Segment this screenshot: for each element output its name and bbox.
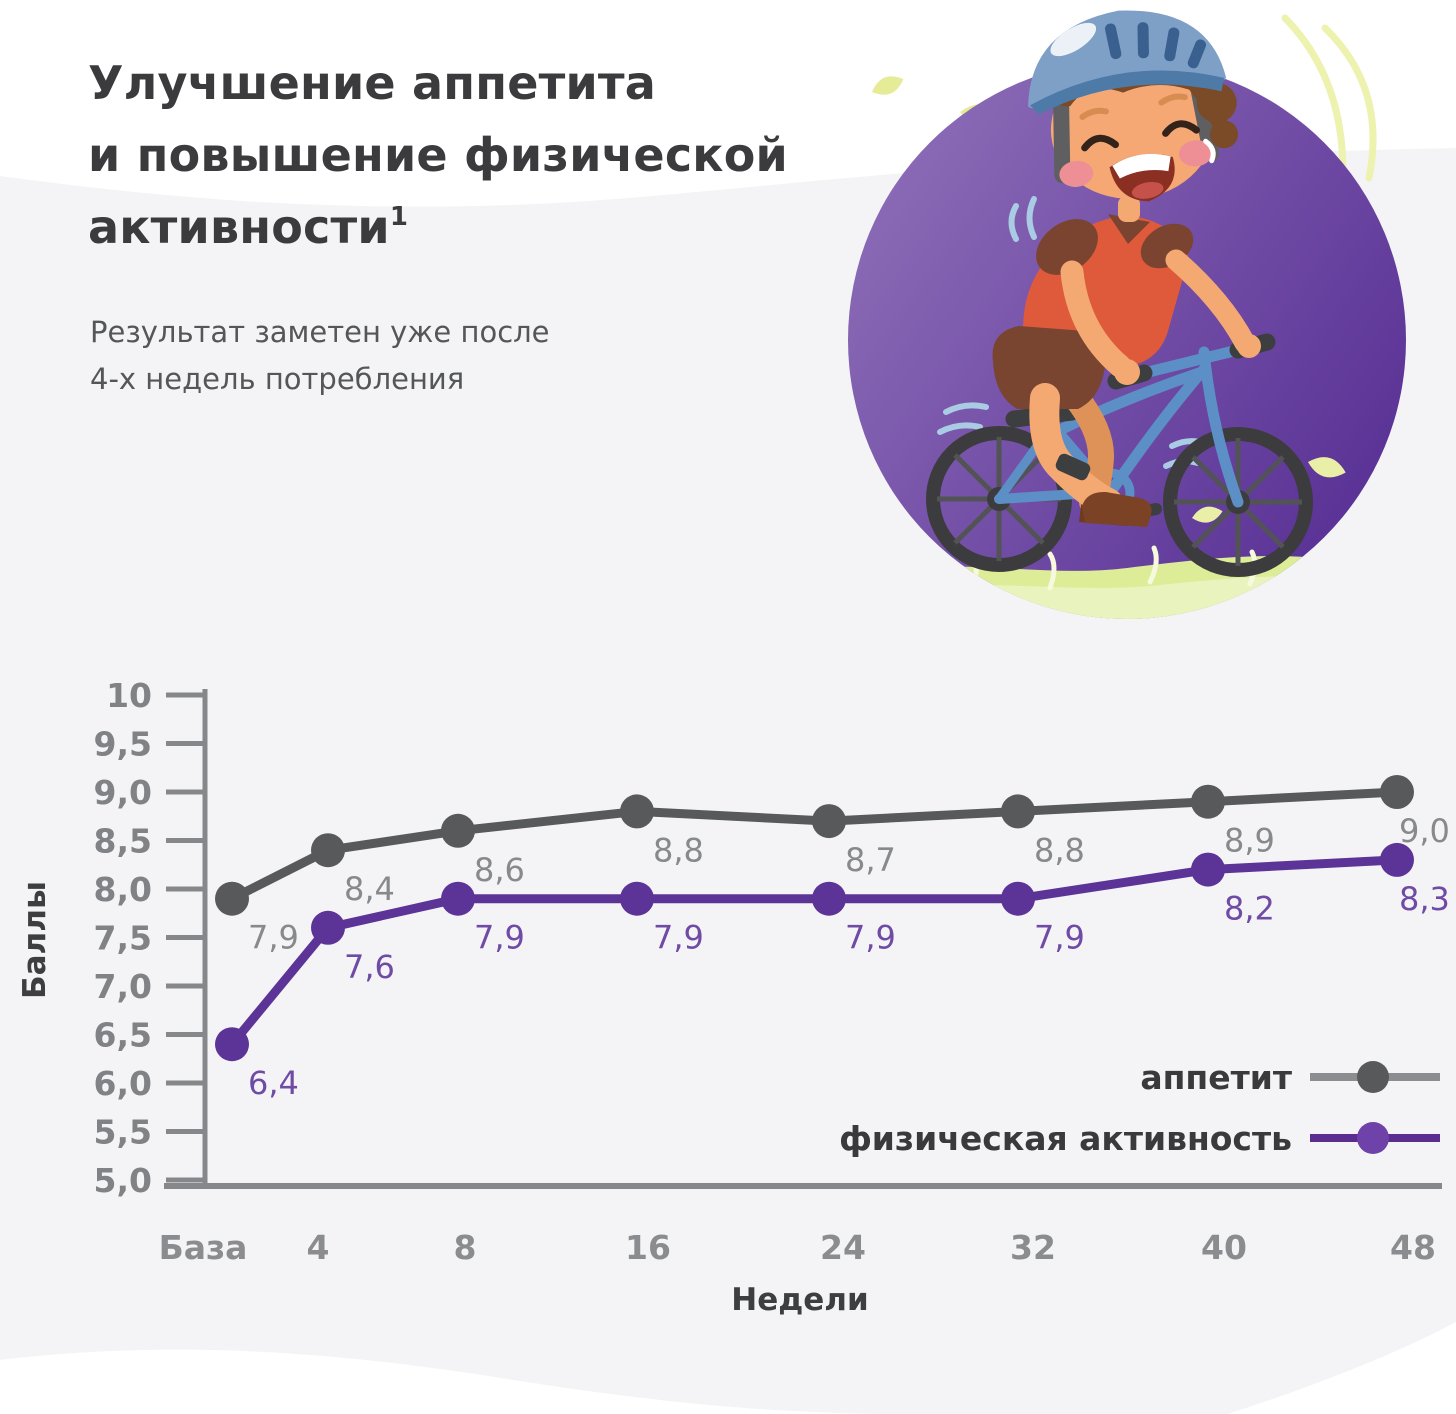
data-point-appetite xyxy=(1191,784,1225,819)
y-tick-label: 5,0 xyxy=(94,1161,152,1200)
x-tick-label: 32 xyxy=(1010,1228,1056,1267)
cheek-right xyxy=(1178,140,1213,167)
eyes xyxy=(1081,120,1200,152)
x-tick-label: 16 xyxy=(625,1228,671,1267)
y-tick-label: 7,0 xyxy=(94,967,152,1006)
y-axis-title: Баллы xyxy=(17,881,53,999)
value-label-physical-activity: 8,2 xyxy=(1224,890,1275,928)
left-hand xyxy=(1114,359,1140,385)
page-title-text: Улучшение аппетита и повышение физическо… xyxy=(88,56,788,254)
data-point-physical-activity xyxy=(1001,881,1035,916)
legend-marker xyxy=(1357,1061,1389,1093)
data-point-physical-activity xyxy=(441,881,475,916)
right-arm xyxy=(1165,249,1256,354)
near-shoe xyxy=(1082,491,1152,527)
x-tick-label: 48 xyxy=(1390,1228,1436,1267)
data-point-physical-activity xyxy=(1191,852,1225,887)
value-label-appetite: 8,6 xyxy=(474,851,525,889)
knee-pad xyxy=(1055,453,1091,481)
head xyxy=(1028,10,1239,202)
value-label-appetite: 8,4 xyxy=(344,870,395,908)
neck xyxy=(1118,196,1140,222)
right-hand xyxy=(1237,334,1261,358)
cheek-left xyxy=(1059,160,1094,187)
value-label-physical-activity: 7,9 xyxy=(653,919,704,957)
x-tick-label: База xyxy=(159,1228,248,1267)
y-tick-label: 7,5 xyxy=(94,919,152,958)
value-label-appetite: 7,9 xyxy=(248,919,299,957)
y-tick-label: 8,5 xyxy=(94,822,152,861)
data-point-physical-activity xyxy=(620,881,654,916)
page-title: Улучшение аппетита и повышение физическо… xyxy=(88,48,848,263)
x-axis-title: Недели xyxy=(731,1282,868,1318)
series-line-physical-activity xyxy=(228,855,1398,1048)
y-tick-label: 9,0 xyxy=(94,773,152,812)
bottom-left-white-wave xyxy=(0,1349,880,1414)
data-point-appetite xyxy=(812,804,846,839)
value-label-physical-activity: 7,6 xyxy=(344,948,395,986)
data-point-appetite xyxy=(311,833,345,868)
left-sleeve xyxy=(1036,219,1098,275)
left-arm xyxy=(1060,260,1132,378)
value-label-physical-activity: 7,9 xyxy=(1034,919,1085,957)
mouth xyxy=(1109,153,1175,202)
helmet-shine xyxy=(1050,22,1097,57)
shorts xyxy=(992,326,1106,409)
value-label-appetite: 8,8 xyxy=(653,831,704,869)
value-label-appetite: 9,0 xyxy=(1399,812,1450,850)
data-point-physical-activity xyxy=(311,910,345,945)
legend-marker xyxy=(1357,1122,1389,1154)
value-label-physical-activity: 7,9 xyxy=(845,919,896,957)
helmet-vents xyxy=(1104,22,1207,69)
helmet-rim xyxy=(1029,70,1225,115)
value-label-physical-activity: 8,3 xyxy=(1399,880,1450,918)
y-tick-label: 5,5 xyxy=(94,1113,152,1152)
data-point-physical-activity xyxy=(812,881,846,916)
value-label-appetite: 8,9 xyxy=(1224,822,1275,860)
value-label-appetite: 8,7 xyxy=(845,841,896,879)
hair-tuft-2 xyxy=(1210,120,1239,149)
x-tick-label: 4 xyxy=(307,1228,330,1267)
x-tick-label: 40 xyxy=(1201,1228,1247,1267)
value-label-physical-activity: 7,9 xyxy=(474,919,525,957)
value-label-appetite: 8,8 xyxy=(1034,831,1085,869)
boy xyxy=(992,10,1261,527)
data-point-appetite xyxy=(215,881,249,916)
header: Улучшение аппетита и повышение физическо… xyxy=(88,48,848,403)
chin-strap-left xyxy=(1053,97,1071,184)
data-point-appetite xyxy=(620,794,654,829)
bottom-right-white-wave xyxy=(1228,1322,1456,1414)
data-point-physical-activity xyxy=(215,1027,249,1062)
title-footnote-marker: 1 xyxy=(389,201,409,232)
data-point-appetite xyxy=(441,813,475,848)
y-tick-label: 6,5 xyxy=(94,1016,152,1055)
x-tick-label: 8 xyxy=(454,1228,477,1267)
legend-label: физическая активность xyxy=(839,1119,1292,1158)
value-label-physical-activity: 6,4 xyxy=(248,1064,299,1102)
y-tick-label: 10 xyxy=(106,676,152,715)
page-subtitle: Результат заметен уже после 4-х недель п… xyxy=(90,315,550,397)
y-tick-label: 6,0 xyxy=(94,1064,152,1103)
series-line-appetite xyxy=(229,787,1398,903)
legend-label: аппетит xyxy=(1140,1058,1292,1097)
hair-tuft xyxy=(1196,82,1237,123)
collar xyxy=(1108,214,1150,244)
data-point-appetite xyxy=(1380,775,1414,809)
y-tick-label: 8,0 xyxy=(94,870,152,909)
boy-cycling-illustration xyxy=(848,10,1406,619)
x-tick-label: 24 xyxy=(820,1228,866,1267)
y-tick-label: 9,5 xyxy=(94,725,152,764)
data-point-physical-activity xyxy=(1380,842,1414,877)
data-point-appetite xyxy=(1001,794,1035,829)
brows xyxy=(1079,93,1188,120)
cheek-shine xyxy=(1203,138,1216,164)
